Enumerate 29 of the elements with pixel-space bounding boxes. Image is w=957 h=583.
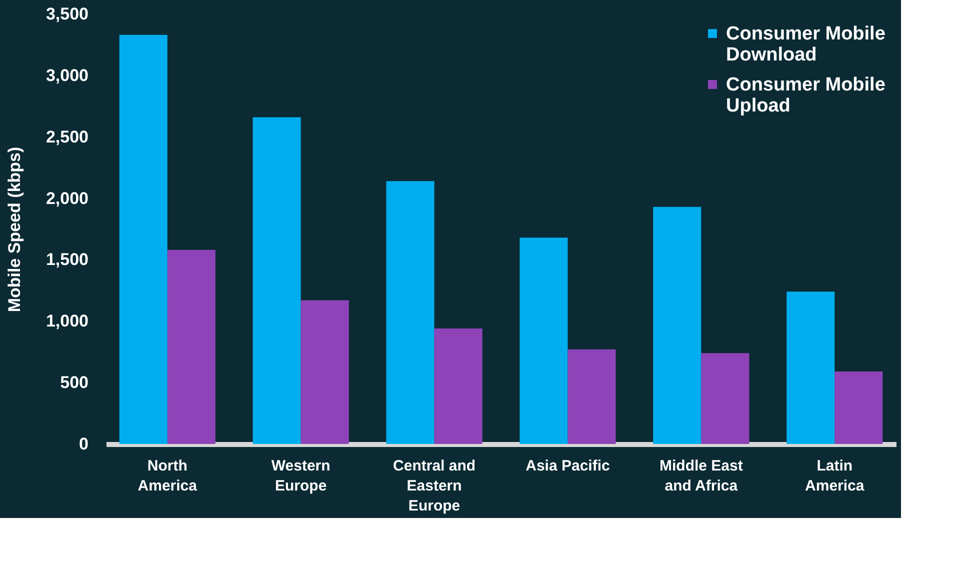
bar: [386, 181, 434, 444]
bar: [834, 372, 883, 444]
bar: [300, 300, 349, 444]
legend-label: Consumer Mobile Upload: [726, 74, 886, 116]
y-tick-label: 3,500: [46, 4, 88, 24]
x-tick-label: Middle East and Africa: [659, 458, 743, 494]
y-tick-label: 2,000: [46, 188, 88, 208]
y-tick-label: 500: [60, 373, 88, 392]
x-tick-label: North America: [138, 458, 198, 494]
bar: [653, 206, 702, 444]
y-tick-label: 1,500: [46, 250, 88, 270]
y-axis-title: Mobile Speed (kbps): [4, 146, 24, 312]
bar: [252, 117, 301, 444]
bar: [119, 34, 168, 444]
y-tick-label: 3,000: [46, 66, 88, 85]
legend-label: Consumer Mobile Download: [726, 24, 886, 66]
bar: [568, 349, 616, 444]
x-tick-label: Asia Pacific: [526, 458, 610, 474]
y-tick-label: 2,500: [46, 127, 88, 146]
bar: [701, 353, 750, 444]
x-tick-label: Latin America: [805, 458, 865, 494]
y-tick-label: 1,000: [46, 312, 88, 331]
bar: [520, 238, 568, 444]
bar: [786, 292, 835, 444]
y-tick-label: 0: [79, 434, 88, 454]
bar: [434, 328, 482, 444]
x-tick-label: Central and Eastern Europe: [393, 458, 476, 514]
bar: [167, 250, 216, 444]
x-tick-label: Western Europe: [271, 458, 330, 494]
